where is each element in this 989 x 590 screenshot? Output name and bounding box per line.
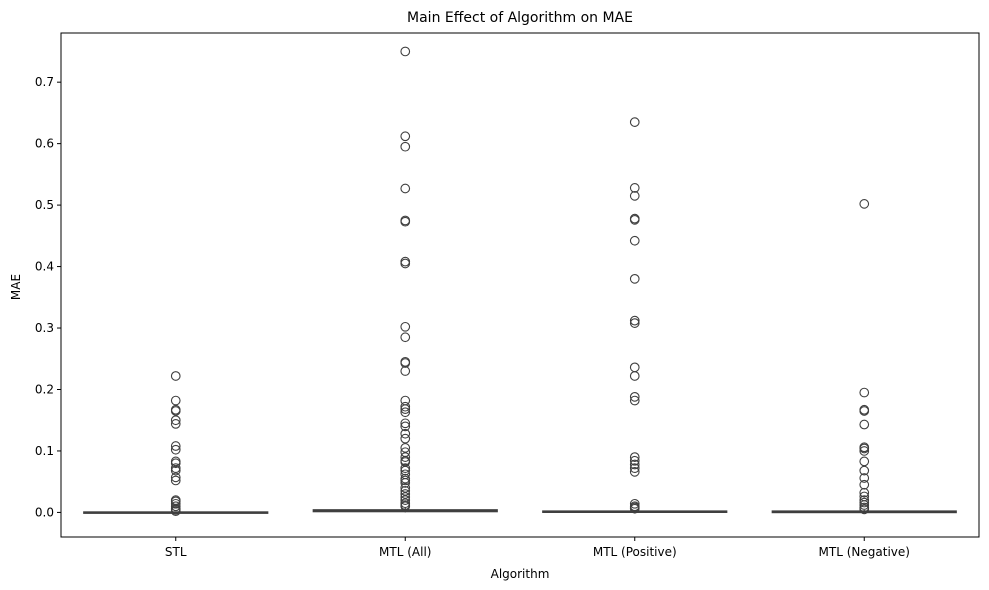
outlier-point [400,443,411,453]
outlier-point [859,500,870,510]
outlier-point [400,404,411,415]
outlier-point [859,419,870,430]
outlier-point [629,318,640,328]
outlier-point [400,258,411,269]
outlier-point [400,321,411,332]
x-tick-label: MTL (Negative) [819,545,910,559]
outlier-point [629,191,640,201]
outlier-point [400,492,411,502]
y-tick-label: 0.2 [35,382,54,396]
outlier-point [629,466,640,477]
outlier-point [629,392,640,402]
outlier-point [859,406,870,416]
outlier-point [170,475,181,486]
outlier-point [400,407,411,418]
outlier-point [400,475,411,486]
y-tick-label: 0.7 [35,75,54,89]
outlier-point [629,459,640,470]
y-tick-label: 0.5 [35,198,54,212]
outlier-point [170,415,181,426]
outlier-point [629,235,640,246]
outlier-point [859,495,870,505]
plot-frame [60,32,980,538]
outlier-point [859,487,870,498]
outlier-point [400,465,411,476]
x-tick-label: MTL (All) [379,545,431,559]
outlier-point [400,486,411,496]
outlier-point [170,498,181,509]
outlier-point [400,131,411,142]
x-tick-label: STL [165,545,187,559]
outlier-point [859,473,870,483]
outlier-point [400,366,411,376]
outlier-point [629,452,640,462]
outlier-point [400,495,411,505]
outlier-point [400,401,411,412]
chart-title: Main Effect of Algorithm on MAE [407,10,633,26]
y-tick-label: 0.4 [35,260,54,274]
outlier-point [400,482,411,493]
outlier-point [400,489,411,499]
y-tick-label: 0.0 [35,505,54,519]
outlier-point [629,183,640,193]
outlier-point [400,418,411,429]
outlier-point [170,371,181,381]
outlier-point [629,117,640,127]
outlier-point [400,332,411,343]
plot-area: 0.0 0.1 0.2 0.3 0.4 0.5 0.6 0.7 STL MTL (All) MTL … [35,32,980,559]
outlier-point [629,274,640,284]
outlier-point [170,472,181,483]
outlier-point [859,387,870,398]
outlier-point [629,463,640,474]
outlier-point [400,421,411,432]
outlier-point [629,315,640,326]
outlier-point [400,358,411,368]
outlier-point [859,456,870,467]
outlier-point [629,362,640,373]
outlier-point [170,406,181,416]
outlier-point [859,446,870,456]
outlier-point [859,443,870,454]
outlier-point [400,216,411,227]
outlier-point [170,444,181,455]
outlier-point [859,479,870,490]
outlier-point [170,441,181,451]
outlier-point [859,504,870,515]
outlier-point [859,497,870,508]
outlier-point [859,465,870,476]
outlier-point [859,199,870,209]
outlier-point [629,498,640,509]
outlier-point [400,433,411,444]
outlier-point [400,478,411,488]
outlier-point [629,455,640,466]
outlier-point [170,506,181,517]
outlier-point [400,141,411,152]
outlier-point [170,463,181,474]
outlier-point [629,371,640,381]
outlier-point [400,183,411,194]
outlier-point [400,501,411,512]
outlier-point [400,46,411,57]
outlier-point [170,458,181,469]
outlier-point [170,465,181,476]
outlier-point [400,428,411,439]
y-tick-label: 0.1 [35,444,54,458]
x-axis-label: Algorithm [491,567,550,581]
x-tick-label: MTL (Positive) [593,545,677,559]
outlier-point [170,419,181,429]
y-axis-label: MAE [9,274,23,300]
outlier-point [170,501,181,512]
y-tick-label: 0.6 [35,137,54,151]
outlier-point [400,463,411,474]
outlier-point [629,214,640,225]
outlier-point [629,395,640,406]
outlier-point [400,256,411,267]
outlier-point [400,452,411,462]
outlier-point [629,503,640,514]
outlier-point [170,395,181,406]
y-tick-label: 0.3 [35,321,54,335]
